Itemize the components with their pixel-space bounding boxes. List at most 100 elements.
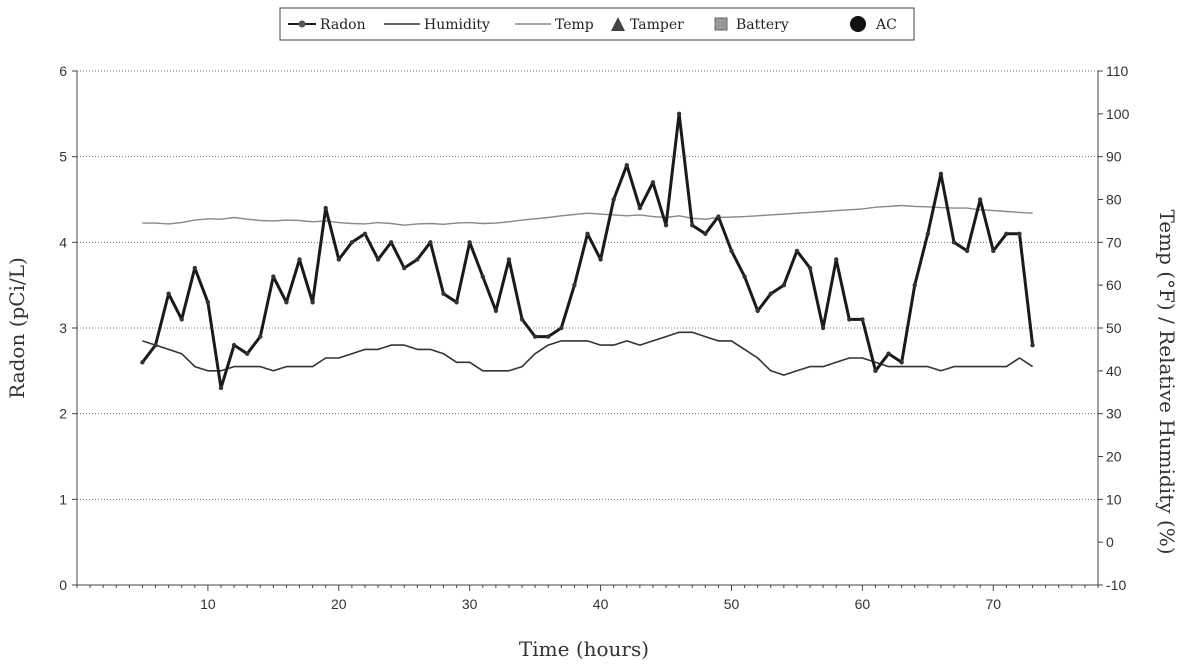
radon-point (192, 265, 198, 271)
y2-ticks: -10 0 10 20 30 40 50 60 70 80 90 100 110 (1098, 63, 1130, 593)
radon-point (218, 385, 224, 391)
radon-point (847, 317, 852, 322)
radon-point (519, 317, 525, 322)
x-tick-label: 10 (200, 596, 216, 612)
radon-point (388, 240, 394, 245)
radon-point (572, 282, 577, 288)
radon-point (729, 248, 734, 254)
radon-point (153, 342, 158, 348)
radon-point (794, 248, 800, 254)
radon-point (742, 274, 747, 279)
radon-point (807, 265, 813, 271)
radon-point (310, 300, 315, 305)
radon-point (781, 282, 787, 288)
legend-box (279, 7, 915, 41)
radon-point (873, 368, 878, 374)
y-tick-label: 3 (59, 320, 67, 336)
y-tick-label: 2 (59, 406, 67, 422)
radon-point (467, 240, 472, 245)
y2-axis-title: Temp (°F) / Relative Humidity (%) (1155, 209, 1179, 554)
y2-tick-label: 70 (1106, 234, 1122, 250)
radon-point (493, 308, 499, 314)
legend-item-ac: AC (850, 16, 897, 33)
legend-label-radon: Radon (320, 17, 366, 33)
radon-point (454, 300, 459, 305)
radon-point (886, 351, 891, 356)
radon-point (951, 240, 957, 245)
radon-point (402, 265, 407, 271)
y-tick-label: 4 (59, 234, 67, 250)
radon-point (834, 257, 839, 262)
radon-line (141, 112, 1035, 390)
x-tick-label: 40 (593, 596, 609, 612)
radon-point (428, 240, 433, 245)
radon-point (899, 360, 904, 365)
legend-label-ac: AC (875, 17, 897, 33)
radon-point (977, 197, 983, 202)
radon-point (284, 300, 289, 305)
radon-point (506, 257, 512, 262)
y2-tick-label: 30 (1106, 406, 1122, 422)
x-tick-label: 70 (985, 596, 1001, 612)
legend: Radon Humidity Temp Tamper Battery AC (279, 7, 915, 41)
series-layer (140, 111, 1035, 391)
x-tick-label: 60 (855, 596, 871, 612)
y2-tick-label: 100 (1106, 106, 1130, 122)
y-tick-label: 6 (59, 63, 67, 79)
temp-line (142, 204, 1033, 226)
legend-item-battery: Battery (714, 17, 789, 33)
radon-point (912, 282, 917, 288)
radon-point (598, 257, 603, 262)
circle-icon (850, 16, 866, 32)
radon-point (624, 163, 629, 168)
square-icon (714, 17, 728, 31)
radon-point (179, 317, 184, 322)
legend-label-humidity: Humidity (424, 17, 490, 33)
radon-point (938, 171, 944, 176)
radon-point (650, 180, 656, 185)
radon-point (166, 291, 171, 296)
gridlines (77, 156, 1098, 500)
radon-point (611, 197, 616, 202)
radon-point (323, 205, 328, 211)
x-ticks: 10 20 30 40 50 60 70 (76, 585, 1099, 612)
radon-point (140, 360, 145, 365)
y-tick-label: 1 (59, 491, 67, 507)
legend-item-temp: Temp (515, 17, 594, 33)
radon-point (964, 248, 970, 254)
radon-point (336, 257, 341, 262)
x-tick-label: 50 (724, 596, 740, 612)
radon-point (362, 231, 368, 236)
radon-point (676, 111, 682, 117)
y2-tick-label: 90 (1106, 149, 1122, 165)
radon-point (1030, 342, 1035, 348)
radon-point (231, 342, 237, 348)
radon-point (258, 334, 263, 339)
legend-item-radon: Radon (288, 17, 366, 33)
radon-point (441, 291, 446, 296)
y-axis-title: Radon (pCi/L) (5, 257, 29, 399)
y-tick-label: 0 (59, 577, 67, 593)
x-tick-label: 20 (331, 596, 347, 612)
legend-label-tamper: Tamper (630, 17, 684, 33)
radon-point (690, 223, 695, 228)
radon-point (991, 248, 996, 254)
x-tick-label: 30 (462, 596, 478, 612)
y-tick-label: 5 (59, 149, 67, 165)
legend-item-tamper: Tamper (611, 17, 684, 33)
y2-tick-label: 60 (1106, 277, 1122, 293)
radon-point (375, 257, 381, 262)
y2-tick-label: 110 (1106, 63, 1129, 79)
radon-point (1004, 231, 1009, 236)
y2-tick-label: 10 (1106, 491, 1122, 507)
y2-tick-label: -10 (1106, 577, 1126, 593)
radon-point (716, 214, 721, 219)
y-ticks: 0 1 2 3 4 5 6 (59, 63, 77, 593)
radon-point (349, 240, 355, 245)
triangle-icon (611, 17, 625, 31)
radon-marker-icon (298, 20, 306, 28)
humidity-line (142, 331, 1034, 376)
radon-point (755, 308, 760, 314)
radon-point (637, 205, 643, 211)
